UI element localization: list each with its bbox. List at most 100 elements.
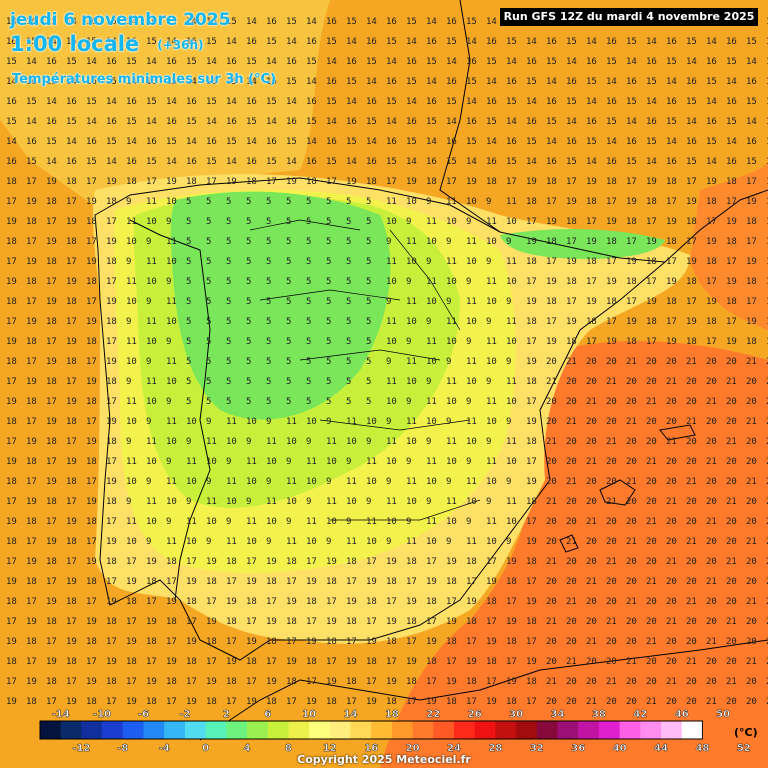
legend-swatch [474, 721, 496, 739]
grid-value: 17 [326, 177, 337, 187]
grid-value: 17 [626, 297, 637, 307]
grid-value: 14 [486, 17, 497, 27]
grid-value: 19 [46, 537, 57, 547]
grid-value: 18 [306, 657, 317, 667]
grid-value: 5 [226, 197, 231, 207]
grid-value: 16 [246, 37, 257, 47]
grid-value: 17 [446, 657, 457, 667]
grid-value: 16 [386, 137, 397, 147]
grid-value: 15 [746, 97, 757, 107]
grid-value: 17 [206, 177, 217, 187]
grid-value: 17 [466, 577, 477, 587]
grid-value: 5 [346, 217, 351, 227]
grid-value: 21 [666, 437, 677, 447]
grid-value: 17 [26, 417, 37, 427]
grid-value: 15 [586, 77, 597, 87]
grid-value: 15 [686, 157, 697, 167]
grid-value: 18 [606, 177, 617, 187]
grid-value: 5 [306, 237, 311, 247]
grid-value: 5 [286, 197, 291, 207]
legend-swatch [122, 721, 144, 739]
grid-value: 9 [286, 457, 291, 467]
grid-value: 19 [526, 357, 537, 367]
grid-value: 16 [46, 57, 57, 67]
grid-value: 9 [506, 537, 511, 547]
grid-value: 18 [6, 297, 17, 307]
grid-value: 15 [246, 57, 257, 67]
grid-value: 20 [666, 397, 677, 407]
grid-value: 5 [246, 257, 251, 267]
grid-value: 15 [286, 137, 297, 147]
grid-value: 17 [66, 497, 77, 507]
grid-value: 17 [526, 277, 537, 287]
forecast-date: jeudi 6 novembre 2025 [10, 10, 231, 30]
grid-value: 14 [486, 137, 497, 147]
grid-value: 19 [386, 617, 397, 627]
grid-value: 19 [6, 697, 17, 707]
grid-value: 14 [306, 77, 317, 87]
grid-value: 9 [146, 297, 151, 307]
grid-value: 19 [646, 297, 657, 307]
legend-top-label: 38 [592, 709, 606, 720]
grid-value: 18 [86, 457, 97, 467]
legend-bottom-label: 52 [737, 743, 751, 754]
grid-value: 9 [326, 537, 331, 547]
grid-value: 14 [346, 97, 357, 107]
grid-value: 15 [566, 157, 577, 167]
grid-value: 9 [426, 437, 431, 447]
grid-value: 14 [246, 137, 257, 147]
grid-value: 20 [606, 397, 617, 407]
grid-value: 16 [566, 77, 577, 87]
grid-value: 20 [686, 697, 697, 707]
grid-value: 10 [366, 417, 377, 427]
grid-value: 18 [546, 297, 557, 307]
grid-value: 10 [486, 297, 497, 307]
grid-value: 14 [106, 157, 117, 167]
grid-value: 19 [86, 617, 97, 627]
grid-value: 17 [186, 677, 197, 687]
grid-value: 9 [186, 497, 191, 507]
legend-bottom-label: 44 [654, 743, 668, 754]
grid-value: 5 [306, 197, 311, 207]
grid-value: 18 [706, 197, 717, 207]
grid-value: 20 [726, 457, 737, 467]
grid-value: 9 [506, 297, 511, 307]
grid-value: 20 [666, 637, 677, 647]
grid-value: 10 [466, 377, 477, 387]
grid-value: 17 [766, 217, 768, 227]
grid-value: 9 [206, 417, 211, 427]
grid-value: 17 [26, 537, 37, 547]
grid-value: 16 [686, 137, 697, 147]
grid-value: 19 [46, 657, 57, 667]
grid-value: 21 [746, 657, 757, 667]
grid-value: 15 [186, 117, 197, 127]
grid-value: 16 [186, 157, 197, 167]
grid-value: 16 [606, 37, 617, 47]
grid-value: 20 [726, 697, 737, 707]
grid-value: 20 [646, 437, 657, 447]
grid-value: 19 [226, 177, 237, 187]
grid-value: 16 [306, 157, 317, 167]
grid-value: 16 [446, 17, 457, 27]
grid-value: 16 [586, 57, 597, 67]
grid-value: 17 [426, 617, 437, 627]
grid-value: 18 [166, 617, 177, 627]
grid-value: 19 [26, 197, 37, 207]
run-info-box: Run GFS 12Z du mardi 4 novembre 2025 [500, 8, 758, 26]
grid-value: 10 [146, 517, 157, 527]
grid-value: 15 [586, 137, 597, 147]
grid-value: 9 [426, 497, 431, 507]
grid-value: 15 [686, 37, 697, 47]
grid-value: 9 [506, 477, 511, 487]
grid-value: 16 [406, 117, 417, 127]
grid-value: 19 [106, 177, 117, 187]
grid-value: 21 [566, 657, 577, 667]
grid-value: 9 [386, 417, 391, 427]
grid-value: 18 [486, 597, 497, 607]
grid-value: 5 [346, 377, 351, 387]
grid-value: 17 [106, 457, 117, 467]
grid-value: 9 [166, 337, 171, 347]
grid-value: 15 [466, 137, 477, 147]
grid-value: 16 [686, 77, 697, 87]
grid-value: 16 [186, 37, 197, 47]
